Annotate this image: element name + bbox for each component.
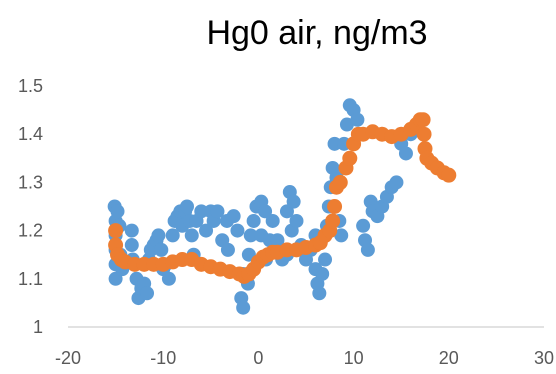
data-point xyxy=(124,223,139,238)
plot-points xyxy=(107,98,457,315)
chart-title: Hg0 air, ng/m3 xyxy=(206,14,427,52)
x-tick-label: 0 xyxy=(253,348,263,368)
data-point xyxy=(161,271,176,286)
data-point xyxy=(270,233,285,248)
y-tick-label: 1.1 xyxy=(18,269,43,289)
data-point xyxy=(220,242,235,257)
data-point xyxy=(154,242,169,257)
data-point xyxy=(286,194,301,209)
data-point xyxy=(226,209,241,224)
data-point xyxy=(246,213,261,228)
data-point xyxy=(230,223,245,238)
data-point xyxy=(184,228,199,243)
data-point xyxy=(140,286,155,301)
y-tick-label: 1 xyxy=(33,317,43,337)
y-tick-label: 1.4 xyxy=(18,124,43,144)
data-point xyxy=(312,286,327,301)
data-point xyxy=(289,213,304,228)
data-point xyxy=(210,204,225,219)
data-point xyxy=(332,174,348,190)
data-point xyxy=(180,199,194,214)
data-point xyxy=(334,228,349,243)
data-point xyxy=(258,204,273,219)
x-tick-label: -10 xyxy=(150,348,176,368)
data-point xyxy=(108,223,124,239)
series-2 xyxy=(108,112,457,284)
y-tick-label: 1.2 xyxy=(18,221,43,241)
data-point xyxy=(327,199,343,214)
data-point xyxy=(199,223,214,238)
data-point xyxy=(124,238,139,253)
data-point xyxy=(325,213,341,229)
data-point xyxy=(342,150,358,166)
data-point xyxy=(243,228,258,243)
data-point xyxy=(356,218,371,233)
data-point xyxy=(151,228,166,243)
data-point xyxy=(441,167,457,183)
data-point xyxy=(236,300,251,315)
y-tick-label: 1.5 xyxy=(18,76,43,96)
data-point xyxy=(350,112,365,127)
x-tick-labels: -20 -10 0 10 20 30 xyxy=(55,348,554,368)
x-tick-label: 30 xyxy=(534,348,554,368)
x-tick-label: 20 xyxy=(439,348,459,368)
x-tick-label: 10 xyxy=(344,348,364,368)
data-point xyxy=(339,117,354,132)
data-point xyxy=(415,112,431,128)
data-point xyxy=(360,242,375,257)
y-tick-labels: 1 1.1 1.2 1.3 1.4 1.5 xyxy=(18,76,43,337)
data-point xyxy=(110,204,125,219)
y-tick-label: 1.3 xyxy=(18,172,43,192)
data-point xyxy=(389,175,404,190)
data-point xyxy=(265,213,280,228)
x-tick-label: -20 xyxy=(55,348,81,368)
data-point xyxy=(165,228,180,243)
data-point xyxy=(398,146,413,161)
data-point xyxy=(416,126,432,142)
data-point xyxy=(318,252,333,267)
data-point xyxy=(315,266,330,281)
